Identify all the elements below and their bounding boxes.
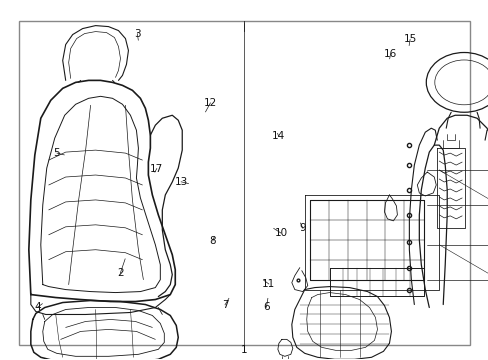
Text: 13: 13 [174,177,187,187]
Text: 17: 17 [150,163,163,174]
Text: 14: 14 [271,131,285,141]
Text: 11: 11 [262,279,275,289]
Text: 7: 7 [221,300,228,310]
Text: 12: 12 [203,98,217,108]
Text: 3: 3 [134,29,141,39]
Text: 15: 15 [403,35,416,44]
Text: 9: 9 [299,224,305,233]
Text: 8: 8 [209,236,216,246]
Text: 10: 10 [274,228,287,238]
Text: 2: 2 [117,268,123,278]
Text: 1: 1 [241,345,247,355]
Text: 5: 5 [54,148,60,158]
Text: 4: 4 [34,302,41,312]
Text: 16: 16 [383,49,396,59]
Text: 6: 6 [263,302,269,312]
